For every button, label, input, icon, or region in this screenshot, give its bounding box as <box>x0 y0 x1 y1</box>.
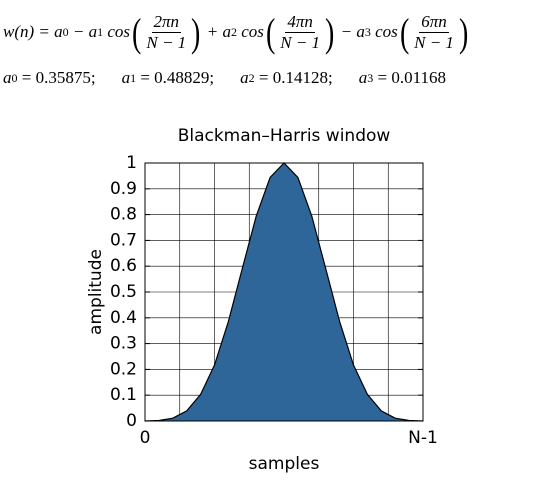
coef-eq: = <box>136 68 155 87</box>
fraction: 2πn N − 1 <box>144 12 188 53</box>
y-tick-label: 0.8 <box>110 205 137 225</box>
y-tick-label: 0.5 <box>110 282 137 302</box>
subscript: 3 <box>367 70 374 85</box>
subscript: 2 <box>248 70 255 85</box>
x-axis-label: samples <box>249 454 320 474</box>
chart-title: Blackman–Harris window <box>178 126 391 146</box>
coef-value: 0.48829 <box>154 68 210 87</box>
coef-eq: = <box>17 68 36 87</box>
coef-name: a <box>121 68 131 87</box>
formula-text: − a <box>68 22 98 41</box>
y-tick-label: 0.3 <box>110 334 137 354</box>
coef-eq: = <box>254 68 273 87</box>
paren: ( <box>265 9 276 55</box>
y-tick-label: 0 <box>126 411 137 431</box>
formula-text: cos <box>103 22 131 41</box>
numerator: 2πn <box>151 11 182 33</box>
coef-value: 0.01168 <box>391 68 446 87</box>
subscript: 1 <box>97 24 104 39</box>
coef-name: a <box>358 68 368 87</box>
formula-text: cos <box>237 22 264 41</box>
paren: ) <box>458 9 469 55</box>
coef-name: a <box>240 68 249 87</box>
subscript: 1 <box>130 70 137 85</box>
coef-value: 0.35875 <box>35 68 91 87</box>
y-tick-label: 0.4 <box>110 308 137 328</box>
y-tick-label: 0.2 <box>110 359 137 379</box>
paren: ) <box>325 9 335 55</box>
x-tick-label: N-1 <box>408 428 438 448</box>
coef-name: a <box>3 68 12 87</box>
fraction: 6πn N − 1 <box>412 12 456 53</box>
coef-value: 0.14128 <box>272 68 328 87</box>
y-tick-label: 0.9 <box>110 179 137 199</box>
paren: ( <box>132 9 142 55</box>
y-tick-label: 0.6 <box>110 256 137 276</box>
subscript: 0 <box>62 24 69 39</box>
numerator: 6πn <box>419 11 449 33</box>
formula-text: cos <box>370 22 398 41</box>
x-tick-label: 0 <box>140 428 151 448</box>
coef-sep: ; <box>209 68 215 87</box>
y-axis-label: amplitude <box>86 249 106 335</box>
paren: ) <box>191 9 201 55</box>
subscript: 2 <box>231 24 237 39</box>
y-tick-label: 0.7 <box>110 230 137 250</box>
coef-sep: ; <box>328 68 333 87</box>
fraction: 4πn N − 1 <box>278 12 322 53</box>
coef-eq: = <box>373 68 392 87</box>
numerator: 4πn <box>285 11 315 33</box>
formula-text: − a <box>336 22 365 41</box>
paren: ( <box>399 9 410 55</box>
subscript: 0 <box>11 70 18 85</box>
coef-sep: ; <box>90 68 96 87</box>
denominator: N − 1 <box>146 32 187 52</box>
formula-text: + a <box>202 22 231 41</box>
area-fill <box>145 163 423 421</box>
formula-text: w(n) = a <box>3 22 63 41</box>
denominator: N − 1 <box>280 32 321 52</box>
y-tick-label: 0.1 <box>110 385 137 405</box>
y-tick-label: 1 <box>126 153 137 173</box>
denominator: N − 1 <box>414 32 454 52</box>
plot-frame <box>144 162 424 422</box>
subscript: 3 <box>364 24 371 39</box>
